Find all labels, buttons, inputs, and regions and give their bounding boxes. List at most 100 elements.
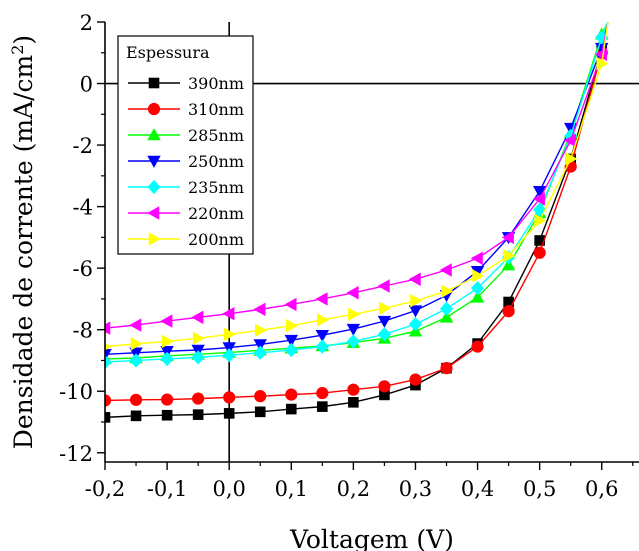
data-point-235nm-12 <box>470 281 485 296</box>
data-point-220nm-0 <box>105 321 111 335</box>
data-point-390nm-3 <box>192 409 204 420</box>
y-tick-label-6: 0 <box>80 73 93 97</box>
data-point-220nm-8 <box>346 286 359 300</box>
x-tick-label-1: -0,1 <box>147 477 188 501</box>
y-axis-title-close: ) <box>9 35 38 45</box>
x-tick-label-0: -0,2 <box>85 477 126 501</box>
legend-label-235nm: 235nm <box>188 178 244 197</box>
data-point-310nm-5 <box>254 390 267 403</box>
data-point-220nm-15 <box>563 133 576 148</box>
data-point-310nm-13 <box>502 305 515 318</box>
data-point-235nm-6 <box>284 342 298 358</box>
data-point-310nm-7 <box>316 386 329 400</box>
data-point-200nm-3 <box>192 331 205 346</box>
x-tick-label-8: 0,6 <box>585 477 618 501</box>
data-point-235nm-10 <box>408 317 423 332</box>
data-point-220nm-10 <box>408 272 421 286</box>
legend-label-250nm: 250nm <box>188 152 244 171</box>
legend-label-310nm: 310nm <box>188 100 244 119</box>
legend-entry-200nm: 200nm <box>128 230 244 249</box>
legend-entry-310nm: 310nm <box>128 100 244 119</box>
legend-entry-285nm: 285nm <box>128 126 244 145</box>
data-point-235nm-2 <box>160 351 174 367</box>
data-point-390nm-6 <box>285 403 297 415</box>
data-point-220nm-5 <box>253 302 266 317</box>
data-point-200nm-16 <box>596 56 609 71</box>
x-tick-label-2: 0,0 <box>212 477 245 501</box>
legend-marker-310nm <box>147 102 161 116</box>
data-point-310nm-9 <box>378 380 391 393</box>
data-point-390nm-7 <box>317 401 328 412</box>
data-point-220nm-1 <box>129 318 142 332</box>
data-point-200nm-6 <box>286 318 299 333</box>
data-point-390nm-5 <box>254 406 266 418</box>
legend-marker-235nm <box>147 179 161 195</box>
data-point-250nm-6 <box>284 334 298 347</box>
data-point-220nm-7 <box>315 292 328 306</box>
data-point-200nm-8 <box>348 307 361 322</box>
data-point-235nm-1 <box>129 353 143 368</box>
y-tick-label-0: -12 <box>59 442 93 466</box>
data-point-285nm-11 <box>439 310 454 323</box>
data-point-310nm-10 <box>409 373 422 386</box>
legend-marker-390nm <box>148 77 160 89</box>
data-point-310nm-11 <box>440 362 453 375</box>
legend-label-220nm: 220nm <box>188 204 244 223</box>
legend-marker-250nm <box>147 155 161 168</box>
series-line-250nm <box>105 22 609 356</box>
data-point-390nm-0 <box>105 412 111 423</box>
data-point-250nm-9 <box>377 315 392 328</box>
data-point-220nm-4 <box>222 306 235 321</box>
data-point-310nm-2 <box>160 393 174 406</box>
data-point-200nm-12 <box>472 269 485 283</box>
data-point-220nm-11 <box>439 263 452 277</box>
data-point-310nm-3 <box>192 392 205 405</box>
y-tick-label-5: -2 <box>73 134 93 158</box>
data-point-390nm-8 <box>348 397 359 408</box>
data-point-390nm-2 <box>161 409 173 421</box>
x-tick-label-3: 0,1 <box>275 477 308 501</box>
legend-marker-220nm <box>147 206 160 220</box>
data-point-200nm-11 <box>441 284 454 298</box>
legend-label-200nm: 200nm <box>188 230 244 249</box>
data-point-200nm-15 <box>565 152 578 166</box>
data-point-220nm-12 <box>470 251 483 266</box>
data-point-220nm-14 <box>532 192 545 206</box>
data-point-285nm-12 <box>470 290 485 303</box>
x-axis-title: Voltagem (V) <box>289 525 454 551</box>
data-point-235nm-8 <box>346 334 360 349</box>
y-tick-label-4: -4 <box>73 196 93 220</box>
data-point-390nm-1 <box>130 410 142 422</box>
data-point-220nm-9 <box>377 279 390 293</box>
data-point-250nm-10 <box>408 305 423 318</box>
data-point-310nm-4 <box>223 391 236 404</box>
series-310nm <box>105 22 609 407</box>
data-point-310nm-8 <box>347 383 360 396</box>
data-point-310nm-14 <box>533 246 546 259</box>
y-axis-title: Densidade de corrente (mA/cm2) <box>8 35 38 449</box>
data-point-250nm-8 <box>346 323 361 336</box>
plot-frame <box>104 22 639 463</box>
legend-box <box>117 35 254 255</box>
legend-title: Espessura <box>126 43 210 62</box>
data-point-220nm-6 <box>284 297 297 312</box>
data-point-200nm-13 <box>503 249 516 263</box>
x-tick-label-5: 0,3 <box>399 477 432 501</box>
data-point-310nm-0 <box>105 394 112 407</box>
data-point-390nm-4 <box>223 408 235 419</box>
data-point-235nm-5 <box>253 345 267 360</box>
data-point-220nm-13 <box>501 230 514 245</box>
y-tick-label-3: -6 <box>73 257 93 281</box>
legend-entry-220nm: 220nm <box>128 204 244 223</box>
y-axis-title-superscript: 2 <box>8 45 27 55</box>
data-point-235nm-3 <box>191 350 205 365</box>
data-point-200nm-9 <box>379 301 392 315</box>
data-point-200nm-1 <box>130 337 143 351</box>
y-tick-label-7: 2 <box>80 11 93 35</box>
series-220nm <box>105 22 609 335</box>
data-point-235nm-4 <box>222 348 236 363</box>
y-tick-label-2: -8 <box>73 319 93 343</box>
data-point-200nm-10 <box>410 294 423 308</box>
data-point-250nm-7 <box>315 329 330 343</box>
